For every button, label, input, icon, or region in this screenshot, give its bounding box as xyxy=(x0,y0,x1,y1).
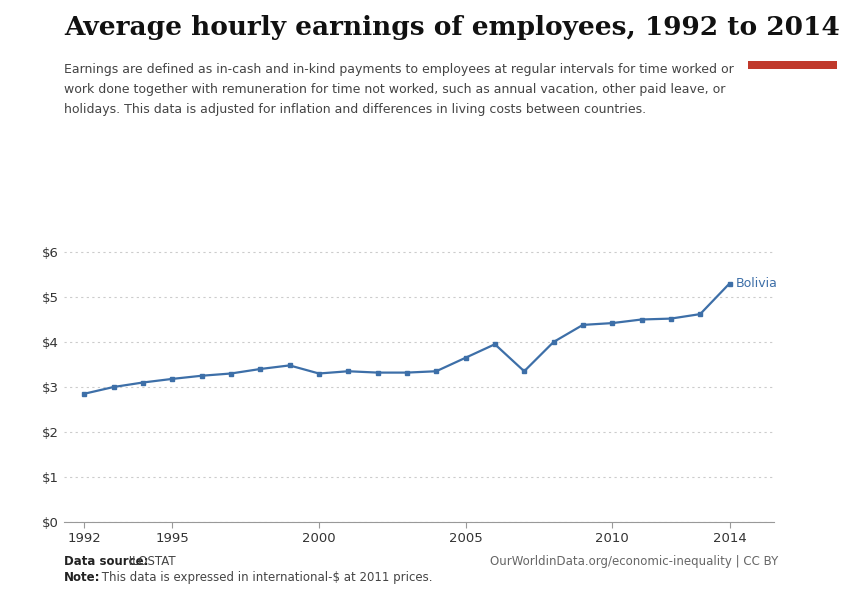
Text: work done together with remuneration for time not worked, such as annual vacatio: work done together with remuneration for… xyxy=(64,83,725,96)
Text: holidays. This data is adjusted for inflation and differences in living costs be: holidays. This data is adjusted for infl… xyxy=(64,103,646,116)
Bar xyxy=(748,61,837,69)
Text: Data source:: Data source: xyxy=(64,555,148,568)
Text: Our World: Our World xyxy=(763,18,822,28)
Text: in Data: in Data xyxy=(772,35,813,46)
Text: Average hourly earnings of employees, 1992 to 2014: Average hourly earnings of employees, 19… xyxy=(64,15,840,40)
Text: Bolivia: Bolivia xyxy=(735,277,777,290)
Text: ILOSTAT: ILOSTAT xyxy=(125,555,176,568)
Text: This data is expressed in international-$ at 2011 prices.: This data is expressed in international-… xyxy=(98,571,433,584)
Text: Note:: Note: xyxy=(64,571,100,584)
Text: Earnings are defined as in-cash and in-kind payments to employees at regular int: Earnings are defined as in-cash and in-k… xyxy=(64,63,734,76)
Text: OurWorldinData.org/economic-inequality | CC BY: OurWorldinData.org/economic-inequality |… xyxy=(490,555,778,568)
